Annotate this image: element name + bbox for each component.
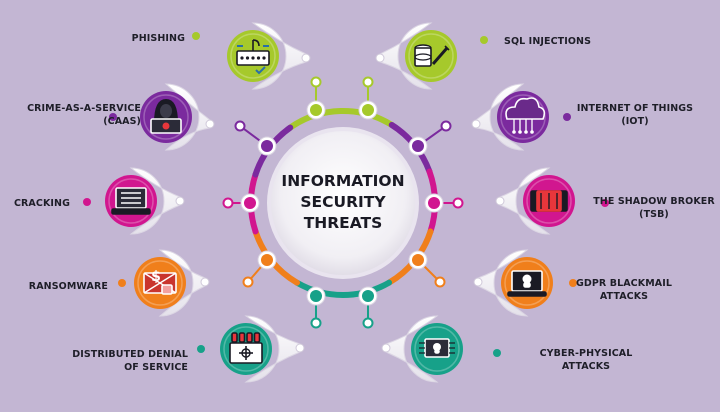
center-title: INFORMATION SECURITY THREATS (281, 172, 405, 232)
label-bullet-dot (480, 36, 488, 44)
threat-bubble (251, 22, 307, 90)
svg-text:$: $ (151, 269, 161, 285)
threat-node (408, 83, 571, 156)
bubble-tail-dot (295, 343, 305, 353)
threat-node (192, 22, 326, 120)
ring-arc (294, 279, 392, 298)
ring-node-dot (362, 104, 374, 116)
threat-bubble (158, 249, 206, 317)
stem-end-dot (362, 317, 374, 329)
ransomware-icon: $ (143, 269, 177, 295)
threat-bubble (164, 83, 211, 151)
label-bullet-dot (83, 198, 91, 206)
phishing-icon (236, 39, 270, 75)
threat-node (109, 83, 277, 156)
stem-end-dot (440, 120, 452, 132)
stem-end-dot (452, 197, 464, 209)
threat-node (83, 167, 260, 235)
stem-end-dot (234, 120, 246, 132)
ring-node-dot (412, 254, 424, 266)
bubble-tail-dot (495, 196, 505, 206)
cracking-laptop-icon (111, 187, 151, 215)
label-cracking: CRACKING (13, 198, 70, 209)
cyber-physical-icon (419, 338, 455, 358)
bubble-tail-dot (381, 343, 391, 353)
ring-arc (287, 108, 395, 131)
label-bullet-dot (569, 279, 577, 287)
bubble-tail-dot (200, 277, 210, 287)
threat-bubble (499, 167, 551, 235)
threat-node: $ (118, 249, 277, 317)
bubble-tail-dot (301, 53, 311, 63)
stem-end-dot (242, 276, 254, 288)
stem-end-dot (362, 76, 374, 88)
threat-bubble (477, 249, 529, 317)
label-bullet-dot (109, 113, 117, 121)
label-bullet-dot (192, 32, 200, 40)
ring-node-dot (261, 254, 273, 266)
blackmail-laptop-icon (507, 270, 547, 297)
label-bullet-dot (118, 279, 126, 287)
bubble-tail-dot (375, 53, 385, 63)
bubble-tail-dot (175, 196, 185, 206)
label-ddos: DISTRIBUTED DENIAL OF SERVICE (72, 349, 188, 373)
label-phishing: PHISHING (131, 33, 185, 44)
bubble-tail-dot (473, 277, 483, 287)
label-gdpr-blackmail: GDPR BLACKMAIL ATTACKS (575, 278, 673, 302)
label-crime-as-a-service: CRIME-AS-A-SERVICE (CAAS) (27, 103, 141, 127)
threat-node (424, 167, 609, 235)
label-bullet-dot (493, 349, 501, 357)
ring-node-dot (244, 197, 256, 209)
ring-node-dot (428, 197, 440, 209)
ring-node-dot (310, 290, 322, 302)
threat-bubble (129, 167, 181, 235)
ring-node-dot (412, 140, 424, 152)
bubble-tail-dot (471, 119, 481, 129)
stem-end-dot (310, 317, 322, 329)
threat-bubble (244, 315, 301, 383)
ring-node-dot (261, 140, 273, 152)
threat-node (408, 249, 577, 317)
threat-bubble (379, 22, 433, 90)
bubble-tail-dot (205, 119, 215, 129)
threat-node (197, 286, 326, 383)
hacker-icon (150, 99, 182, 134)
label-ransomware: RANSOMWARE (28, 281, 108, 292)
ring-node-dot (310, 104, 322, 116)
ddos-icon (229, 332, 263, 364)
label-bullet-dot (601, 199, 609, 207)
label-shadow-broker: THE SHADOW BROKER (TSB) (593, 196, 715, 220)
label-bullet-dot (563, 113, 571, 121)
center-circle (267, 127, 419, 279)
stem-end-dot (222, 197, 234, 209)
threat-node (358, 286, 501, 383)
label-bullet-dot (197, 345, 205, 353)
sql-injection-icon (414, 44, 450, 67)
shadow-broker-icon (530, 190, 568, 212)
threat-bubble (475, 83, 525, 151)
stem-end-dot (310, 76, 322, 88)
ring-node-dot (362, 290, 374, 302)
threat-bubble (385, 315, 439, 383)
threat-node (358, 22, 488, 120)
stem-end-dot (434, 276, 446, 288)
label-cyber-physical: CYBER-PHYSICAL ATTACKS (539, 348, 633, 372)
label-iot: INTERNET OF THINGS (IOT) (576, 103, 694, 127)
label-sql-injections: SQL INJECTIONS (504, 36, 592, 47)
iot-cloud-icon (505, 97, 546, 134)
